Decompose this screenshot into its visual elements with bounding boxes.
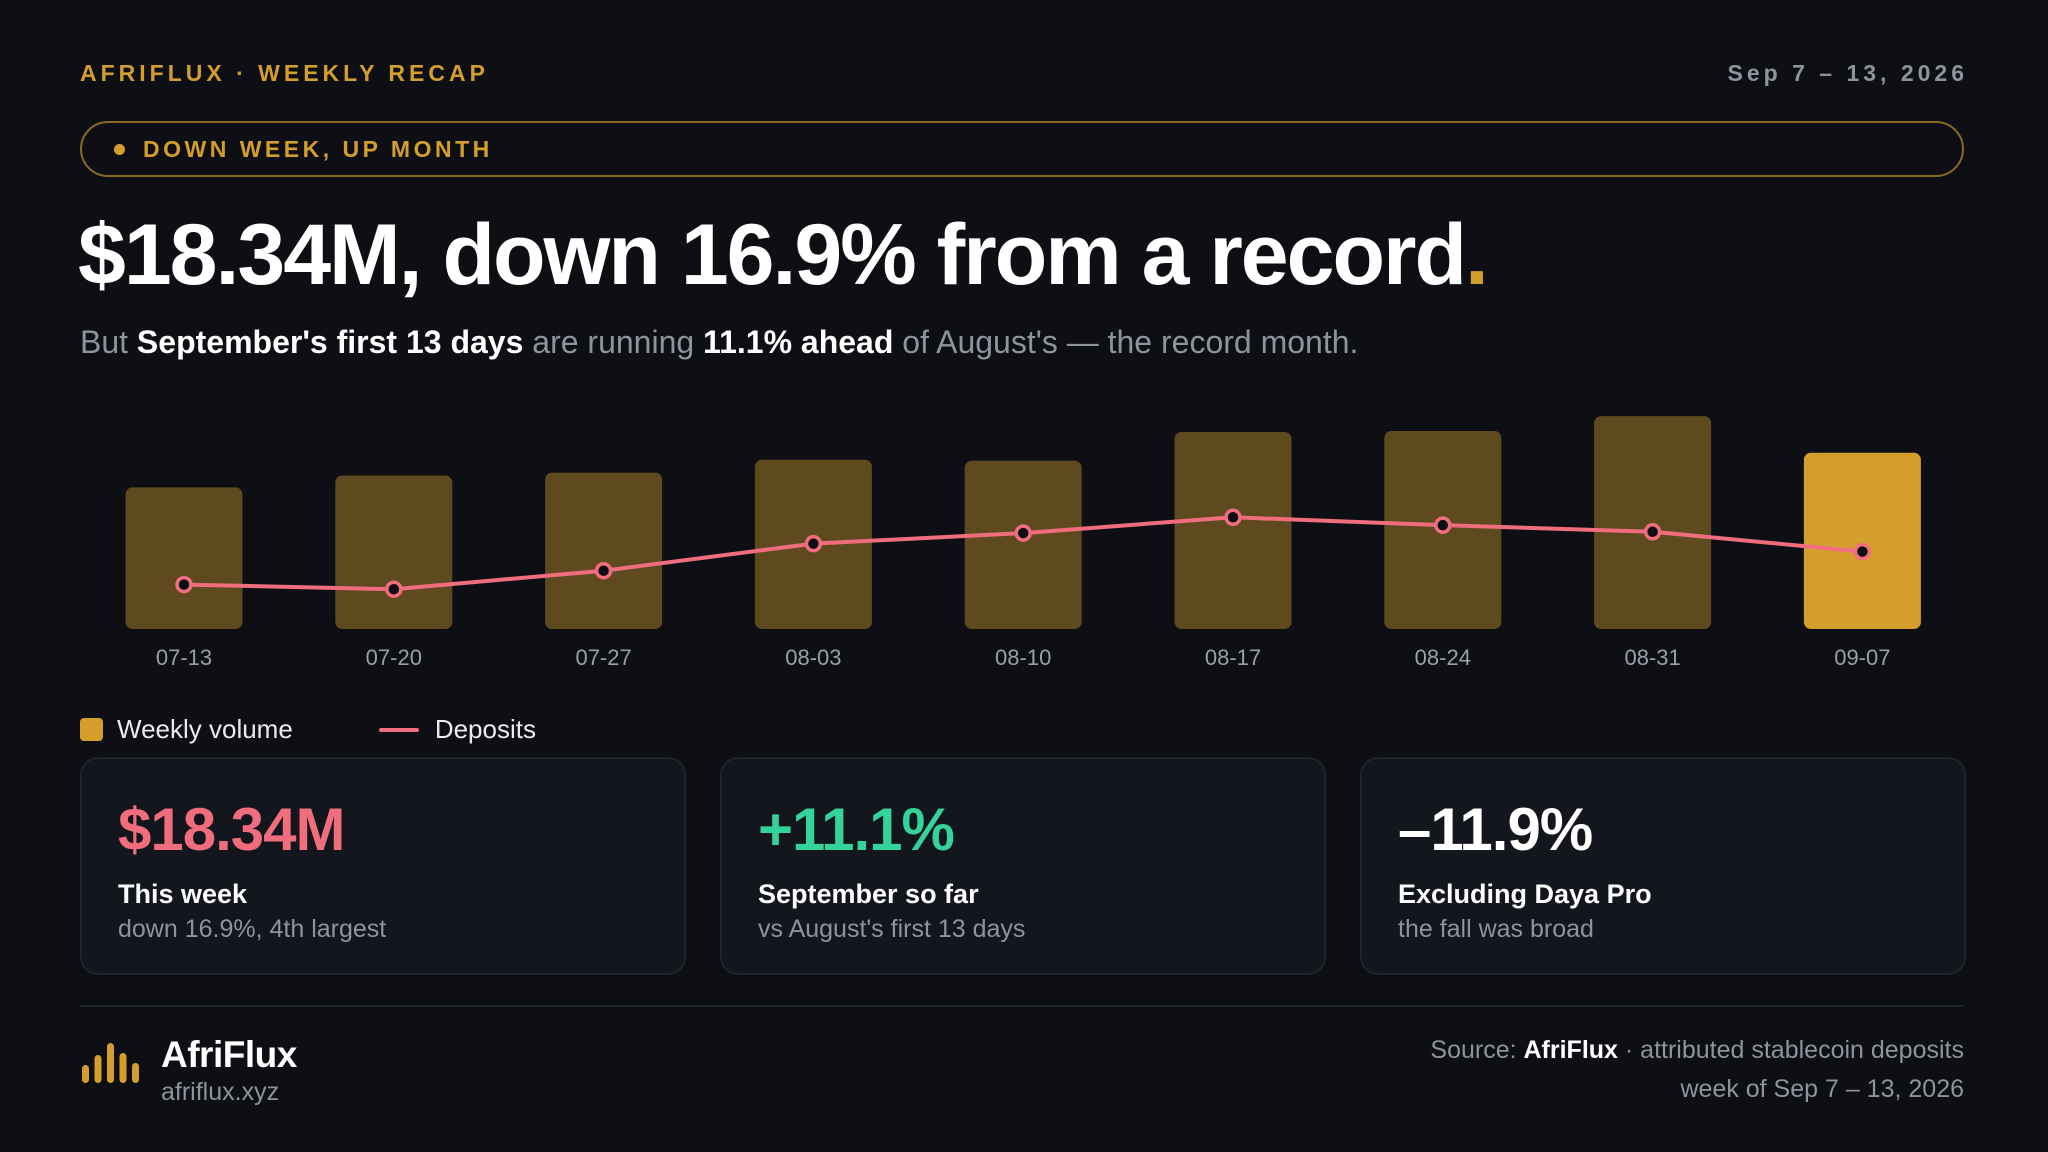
x-tick-label: 08-24 — [1415, 645, 1471, 670]
headline: $18.34M, down 16.9% from a record. — [78, 206, 1489, 305]
subline-part-2: are running — [523, 324, 704, 360]
stat-label: September so far — [758, 879, 979, 909]
bar-07-20 — [335, 475, 453, 629]
x-tick-label: 07-13 — [156, 645, 212, 670]
stat-label: This week — [118, 879, 248, 909]
stat-card-this-week: $18.34M This week down 16.9%, 4th larges… — [80, 757, 686, 975]
status-dot-icon — [114, 143, 125, 155]
stat-value: $18.34M — [118, 796, 345, 863]
x-tick-label: 09-07 — [1834, 645, 1890, 670]
headline-dot: . — [1464, 207, 1489, 303]
logo-name: AfriFlux — [161, 1034, 297, 1075]
subheadline: But September's first 13 days are runnin… — [80, 324, 1358, 361]
deposits-point-07-27 — [594, 561, 613, 580]
x-tick-label: 07-27 — [575, 645, 631, 670]
stat-card-excluding-daya: –11.9% Excluding Daya Pro the fall was b… — [1360, 757, 1966, 975]
deposits-point-07-13 — [175, 575, 193, 594]
bar-chart-logo-icon — [82, 1043, 139, 1083]
deposits-point-08-24 — [1434, 516, 1452, 534]
x-tick-label: 08-10 — [995, 645, 1051, 670]
chart-legend: Weekly volume Deposits — [80, 714, 536, 745]
legend-bar-label: Weekly volume — [117, 714, 293, 744]
bar-08-10 — [964, 460, 1082, 629]
stat-value: –11.9% — [1398, 796, 1593, 863]
source-prefix: Source: — [1430, 1036, 1524, 1064]
legend-line-label: Deposits — [434, 714, 536, 744]
source-brand: AfriFlux — [1523, 1036, 1618, 1064]
deposits-point-08-31 — [1643, 523, 1662, 541]
legend-line-swatch-icon — [378, 727, 419, 732]
status-pill-text: DOWN WEEK, UP MONTH — [143, 135, 493, 162]
headline-text: $18.34M, down 16.9% from a record — [78, 207, 1467, 303]
status-pill: DOWN WEEK, UP MONTH — [80, 121, 1964, 177]
date-range: Sep 7 – 13, 2026 — [1727, 60, 1968, 86]
deposits-point-09-07 — [1853, 542, 1872, 561]
logo-url[interactable]: afriflux.xyz — [161, 1078, 280, 1106]
bar-08-31 — [1594, 416, 1712, 629]
legend-bar-swatch-icon — [80, 718, 103, 741]
deposits-point-08-17 — [1224, 508, 1242, 527]
stat-note: vs August's first 13 days — [758, 915, 1026, 943]
source-note: Source: AfriFlux · attributed stablecoin… — [1430, 1036, 1964, 1065]
deposits-point-08-03 — [804, 534, 823, 553]
week-of-note: week of Sep 7 – 13, 2026 — [1680, 1075, 1964, 1103]
source-suffix: · attributed stablecoin deposits — [1617, 1036, 1964, 1064]
stat-label: Excluding Daya Pro — [1398, 879, 1652, 909]
bar-08-17 — [1174, 431, 1292, 629]
bar-09-07 — [1803, 452, 1921, 629]
x-tick-label: 07-20 — [366, 645, 422, 670]
stat-value: +11.1% — [758, 796, 955, 863]
x-tick-label: 08-17 — [1205, 645, 1261, 670]
volume-chart: 07-13 07-20 07-27 08-03 08-10 08-17 08-24 08-31… — [125, 416, 1921, 670]
subline-part-3: of August's — the record month. — [893, 324, 1359, 360]
deposits-point-08-10 — [1014, 524, 1032, 542]
stat-note: the fall was broad — [1398, 915, 1594, 943]
subline-bold-1: September's first 13 days — [136, 324, 524, 360]
stat-card-september: +11.1% September so far vs August's firs… — [720, 757, 1326, 975]
points-layer — [175, 508, 1872, 598]
x-tick-labels: 07-13 07-20 07-27 08-03 08-10 08-17 08-24 08-31… — [156, 645, 1891, 670]
brand-title: AFRIFLUX · WEEKLY RECAP — [80, 60, 489, 86]
footer-divider — [80, 1005, 1964, 1007]
subline-part-1: But — [80, 324, 137, 360]
bar-07-27 — [545, 472, 663, 629]
x-tick-label: 08-31 — [1624, 645, 1680, 670]
bar-07-13 — [125, 487, 243, 629]
subline-bold-2: 11.1% ahead — [703, 324, 894, 360]
x-tick-label: 08-03 — [785, 645, 841, 670]
stat-note: down 16.9%, 4th largest — [118, 915, 387, 943]
deposits-point-07-20 — [385, 580, 403, 598]
